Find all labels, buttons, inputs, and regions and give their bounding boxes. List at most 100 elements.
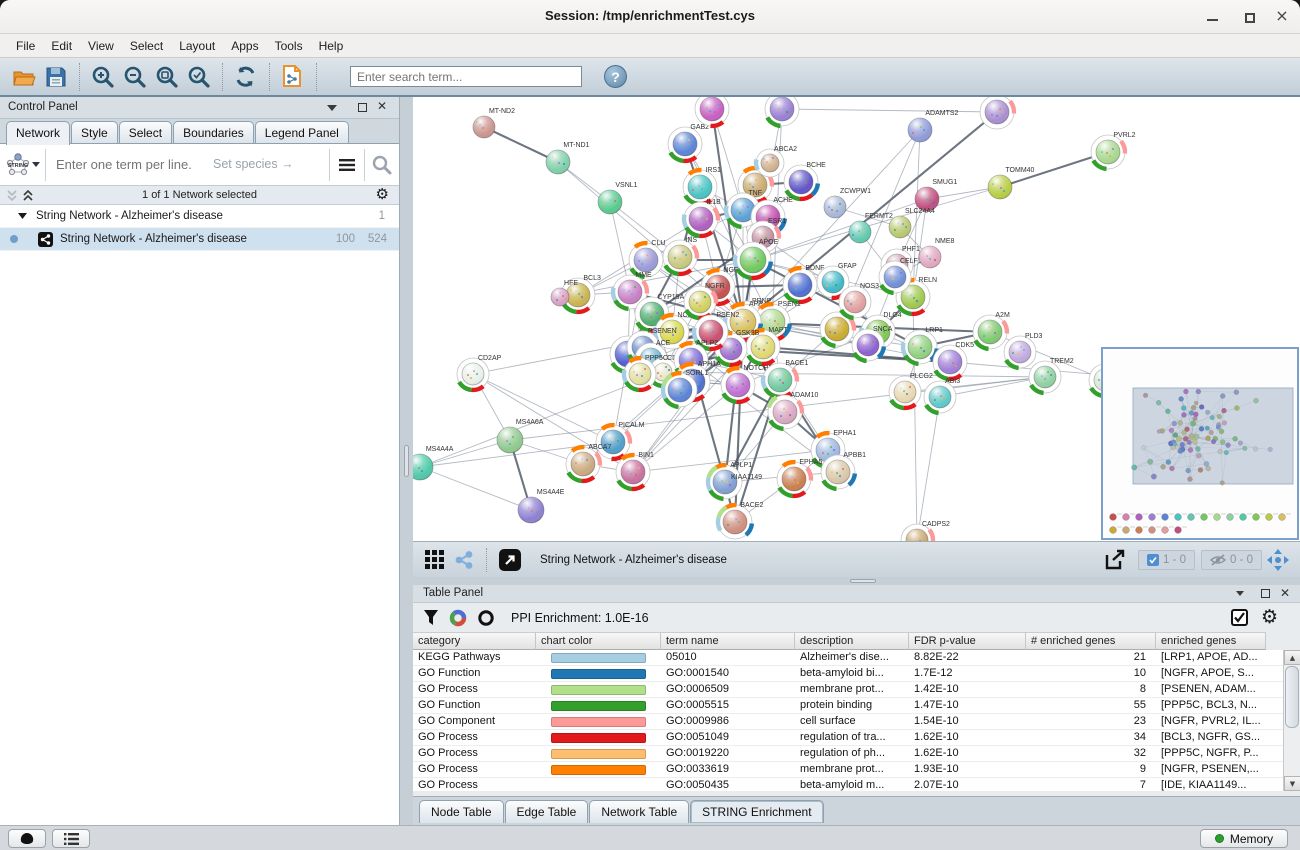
node-NOTCH1[interactable]: NOTCH1 [720,365,772,405]
enrichment-table[interactable]: KEGG Pathways 05010 Alzheimer's dise... 8.8… [413,650,1300,791]
string-options-button[interactable] [330,147,364,183]
node-BDNF[interactable]: BDNF [782,265,824,305]
node-A2M[interactable]: A2M [972,312,1010,352]
ring-chart-icon[interactable] [477,609,495,627]
node-SNCA[interactable]: SNCA [851,326,893,364]
string-search-button[interactable] [365,147,399,183]
node-HFE[interactable]: HFE [550,280,578,307]
divider-handle[interactable] [850,579,876,583]
column-header-termname[interactable]: term name [661,632,795,650]
node-FERMT2[interactable]: FERMT2 [848,213,893,244]
node-ADAM10[interactable]: ADAM10 [766,392,819,432]
node-PICALM[interactable]: PICALM [595,422,645,462]
panel-menu-icon[interactable] [327,105,337,116]
table-row[interactable]: KEGG Pathways 05010 Alzheimer's dise... 8.8… [413,650,1300,666]
column-header-chartcolor[interactable]: chart color [536,632,661,650]
table-row[interactable]: GO Function GO:0001540 beta-amyloid bi... 1… [413,666,1300,682]
node-BIN1[interactable]: BIN1 [615,452,654,492]
node-ADAMTS2[interactable]: ADAMTS2 [907,110,959,143]
panel-float-icon[interactable] [1261,589,1270,598]
node-MT-ND1[interactable]: MT-ND1 [545,142,590,175]
selected-checkbox-icon[interactable] [1146,553,1159,566]
node-MS4A4E[interactable]: MS4A4E [517,489,565,524]
node-INS[interactable]: INS [662,237,700,277]
node-CADPS2[interactable]: CADPS2 [900,521,950,541]
node-CELF1[interactable]: CELF1 [878,258,922,296]
node-BACE2[interactable]: BACE2 [715,502,763,540]
node-CD2AP[interactable]: CD2AP [456,355,502,393]
node-NME8[interactable]: NME8 [918,238,955,269]
tab-style[interactable]: Style [71,121,118,143]
node-APLP1[interactable]: APLP1 [705,462,752,502]
menu-item-edit[interactable]: Edit [51,38,73,53]
menu-item-apps[interactable]: Apps [231,38,259,53]
node-PLCG2[interactable]: PLCG2 [888,373,933,411]
network-view[interactable]: MT-ND2 MT-ND1 VSNL1 GAB2PLAU CASP9 ADAMTS2 CAS… [413,97,1300,541]
tab-boundaries[interactable]: Boundaries [173,121,254,143]
filter-icon[interactable] [423,609,439,626]
overview-toggle-button[interactable] [8,829,46,848]
panel-close-icon[interactable]: ✕ [1279,586,1290,600]
node-PPP5C[interactable]: PPP5C [621,355,668,393]
node-MME[interactable]: MME [610,272,652,312]
network-collection-row[interactable]: String Network - Alzheimer's disease 1 [0,205,399,228]
node-PLD3[interactable]: PLD3 [1003,333,1043,371]
set-species-link[interactable]: Set species → [213,157,294,171]
tab-legend-panel[interactable]: Legend Panel [254,121,349,143]
menu-item-select[interactable]: Select [129,38,164,53]
expand-all-icon[interactable] [22,190,34,201]
birdseye-panel[interactable] [1101,347,1299,540]
node-IL1B[interactable]: IL1B [681,199,721,239]
search-input[interactable] [350,66,582,87]
column-header-FDRp-value[interactable]: FDR p-value [909,632,1026,650]
close-button[interactable]: × [1275,6,1289,25]
node-NGFR[interactable]: NGFR [683,283,725,321]
node-MT-ND2[interactable]: MT-ND2 [472,108,515,139]
chart-donut-icon[interactable] [449,609,467,627]
network-document-button[interactable] [279,63,307,91]
table-column-headers[interactable]: category chart color term name description F… [413,632,1300,650]
node-GAB2[interactable]: GAB2 [667,124,709,164]
scroll-down-icon[interactable]: ▼ [1284,776,1300,791]
tab-node-table[interactable]: Node Table [419,800,504,823]
network-nodes[interactable]: MT-ND2 MT-ND1 VSNL1 GAB2PLAU CASP9 ADAMTS2 CAS… [413,97,1221,541]
gear-icon[interactable]: ⚙ [375,185,389,203]
zoom-selected-button[interactable] [185,63,213,91]
grid-view-button[interactable] [421,546,447,574]
panel-divider[interactable] [400,97,413,825]
node-TNF[interactable]: TNF [723,190,762,230]
node-BACE1[interactable]: BACE1 [760,360,808,400]
node-LRP1[interactable]: LRP1 [900,327,943,367]
menu-item-layout[interactable]: Layout [179,38,216,53]
scroll-up-icon[interactable]: ▲ [1284,650,1300,665]
zoom-out-button[interactable] [121,63,149,91]
maximize-button[interactable] [1245,13,1255,23]
save-session-button[interactable] [42,63,70,91]
help-button[interactable]: ? [604,65,627,88]
node-NOS3[interactable]: NOS3 [838,283,879,321]
open-session-button[interactable] [10,63,38,91]
node-BCL3[interactable]: BCL3 [558,275,601,315]
zoom-in-button[interactable] [89,63,117,91]
table-row[interactable]: GO Process GO:0051049 regulation of tra...… [413,730,1300,746]
node-EPHA5[interactable]: EPHA5 [776,459,822,499]
node-TOMM40[interactable]: TOMM40 [987,167,1035,200]
panel-float-icon[interactable] [358,103,367,112]
panel-close-icon[interactable]: ✕ [376,99,387,113]
node-CTSD[interactable]: CTSD [819,309,861,349]
column-header-enrichedgenes[interactable]: enriched genes [1156,632,1266,650]
node-ABCA7[interactable]: ABCA7 [565,444,611,484]
node-BCHE[interactable]: BCHE [783,162,826,202]
tab-edge-table[interactable]: Edge Table [504,800,589,823]
node-SLC24A4[interactable]: SLC24A4 [888,208,935,239]
node-GFAP[interactable]: GFAP [816,263,857,301]
menu-item-help[interactable]: Help [318,38,344,53]
panel-menu-icon[interactable] [1236,591,1244,600]
node-MAPT[interactable]: MAPT [745,327,789,367]
tab-select[interactable]: Select [118,121,173,143]
minimize-button[interactable] [1207,19,1218,21]
node-IRS1[interactable]: IRS1 [682,167,721,207]
birdseye-canvas[interactable] [1103,349,1297,538]
memory-button[interactable]: Memory [1200,829,1288,848]
node-SMUG1[interactable]: SMUG1 [914,179,957,212]
